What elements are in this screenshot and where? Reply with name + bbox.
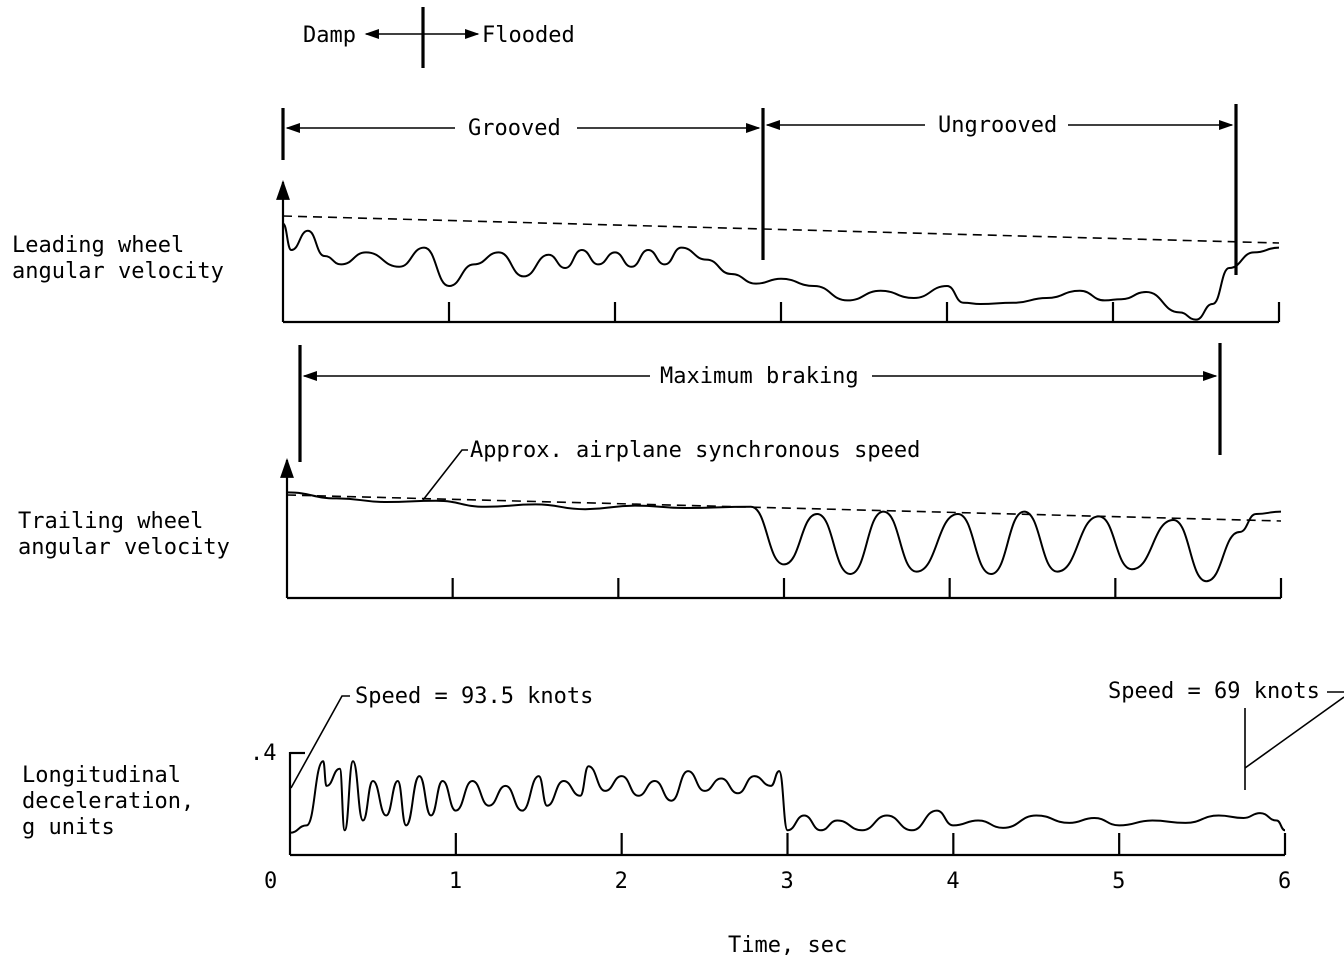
leading-wheel-panel: Leading wheel angular velocity xyxy=(12,180,1281,324)
time-axis-tick-labels: 0 1 2 3 4 5 6 xyxy=(264,869,1291,894)
trailing-wheel-synchronous-speed-line xyxy=(286,494,1282,522)
trailing-wheel-ylabel-line2: angular velocity xyxy=(18,535,230,560)
time-tick-label-5: 5 xyxy=(1112,869,1125,894)
deceleration-trace xyxy=(289,760,1286,834)
trailing-wheel-panel: Trailing wheel angular velocity xyxy=(18,458,1283,600)
damp-label: Damp xyxy=(303,23,356,48)
deceleration-x-ticks xyxy=(454,833,1287,855)
synchronous-speed-leader xyxy=(422,449,468,501)
time-tick-label-1: 1 xyxy=(449,869,462,894)
deceleration-panel: Longitudinal deceleration, g units .4 0 1… xyxy=(22,741,1291,958)
time-tick-label-6: 6 xyxy=(1278,869,1291,894)
leading-wheel-velocity-trace xyxy=(282,222,1280,321)
leading-wheel-ylabel-line2: angular velocity xyxy=(12,259,224,284)
leading-wheel-ylabel-line1: Leading wheel xyxy=(12,233,184,258)
synchronous-speed-label: Approx. airplane synchronous speed xyxy=(470,438,920,463)
start-speed-leader xyxy=(290,695,350,789)
ungrooved-label: Ungrooved xyxy=(938,113,1057,138)
deceleration-ylabel-line3: g units xyxy=(22,815,115,840)
time-tick-label-4: 4 xyxy=(946,869,959,894)
deceleration-ylabel-line1: Longitudinal xyxy=(22,763,181,788)
grooved-label: Grooved xyxy=(468,116,561,141)
flooded-label: Flooded xyxy=(482,23,575,48)
speed-callouts: Speed = 93.5 knots Speed = 69 knots xyxy=(290,679,1344,790)
time-tick-label-2: 2 xyxy=(615,869,628,894)
trailing-wheel-velocity-trace xyxy=(286,491,1282,583)
maximum-braking-span: Maximum braking xyxy=(298,343,1222,462)
surface-condition-indicator: Damp Flooded xyxy=(303,7,575,68)
trailing-wheel-ylabel-line1: Trailing wheel xyxy=(18,509,203,534)
synchronous-speed-callout: Approx. airplane synchronous speed xyxy=(422,438,920,501)
deceleration-y-tick-label: .4 xyxy=(250,741,277,766)
maximum-braking-label: Maximum braking xyxy=(660,364,859,389)
deceleration-ylabel-line2: deceleration, xyxy=(22,789,194,814)
trailing-wheel-x-ticks xyxy=(451,578,1283,598)
time-axis-label: Time, sec xyxy=(728,933,847,958)
time-tick-label-3: 3 xyxy=(781,869,794,894)
end-speed-label: Speed = 69 knots xyxy=(1108,679,1320,704)
leading-wheel-synchronous-speed-line xyxy=(282,215,1280,244)
start-speed-label: Speed = 93.5 knots xyxy=(355,684,593,709)
end-speed-diagonal-leader-2 xyxy=(1244,696,1344,769)
runway-section-span: Grooved Ungrooved xyxy=(281,104,1238,275)
leading-wheel-x-ticks xyxy=(447,302,1281,322)
time-tick-label-0: 0 xyxy=(264,869,277,894)
